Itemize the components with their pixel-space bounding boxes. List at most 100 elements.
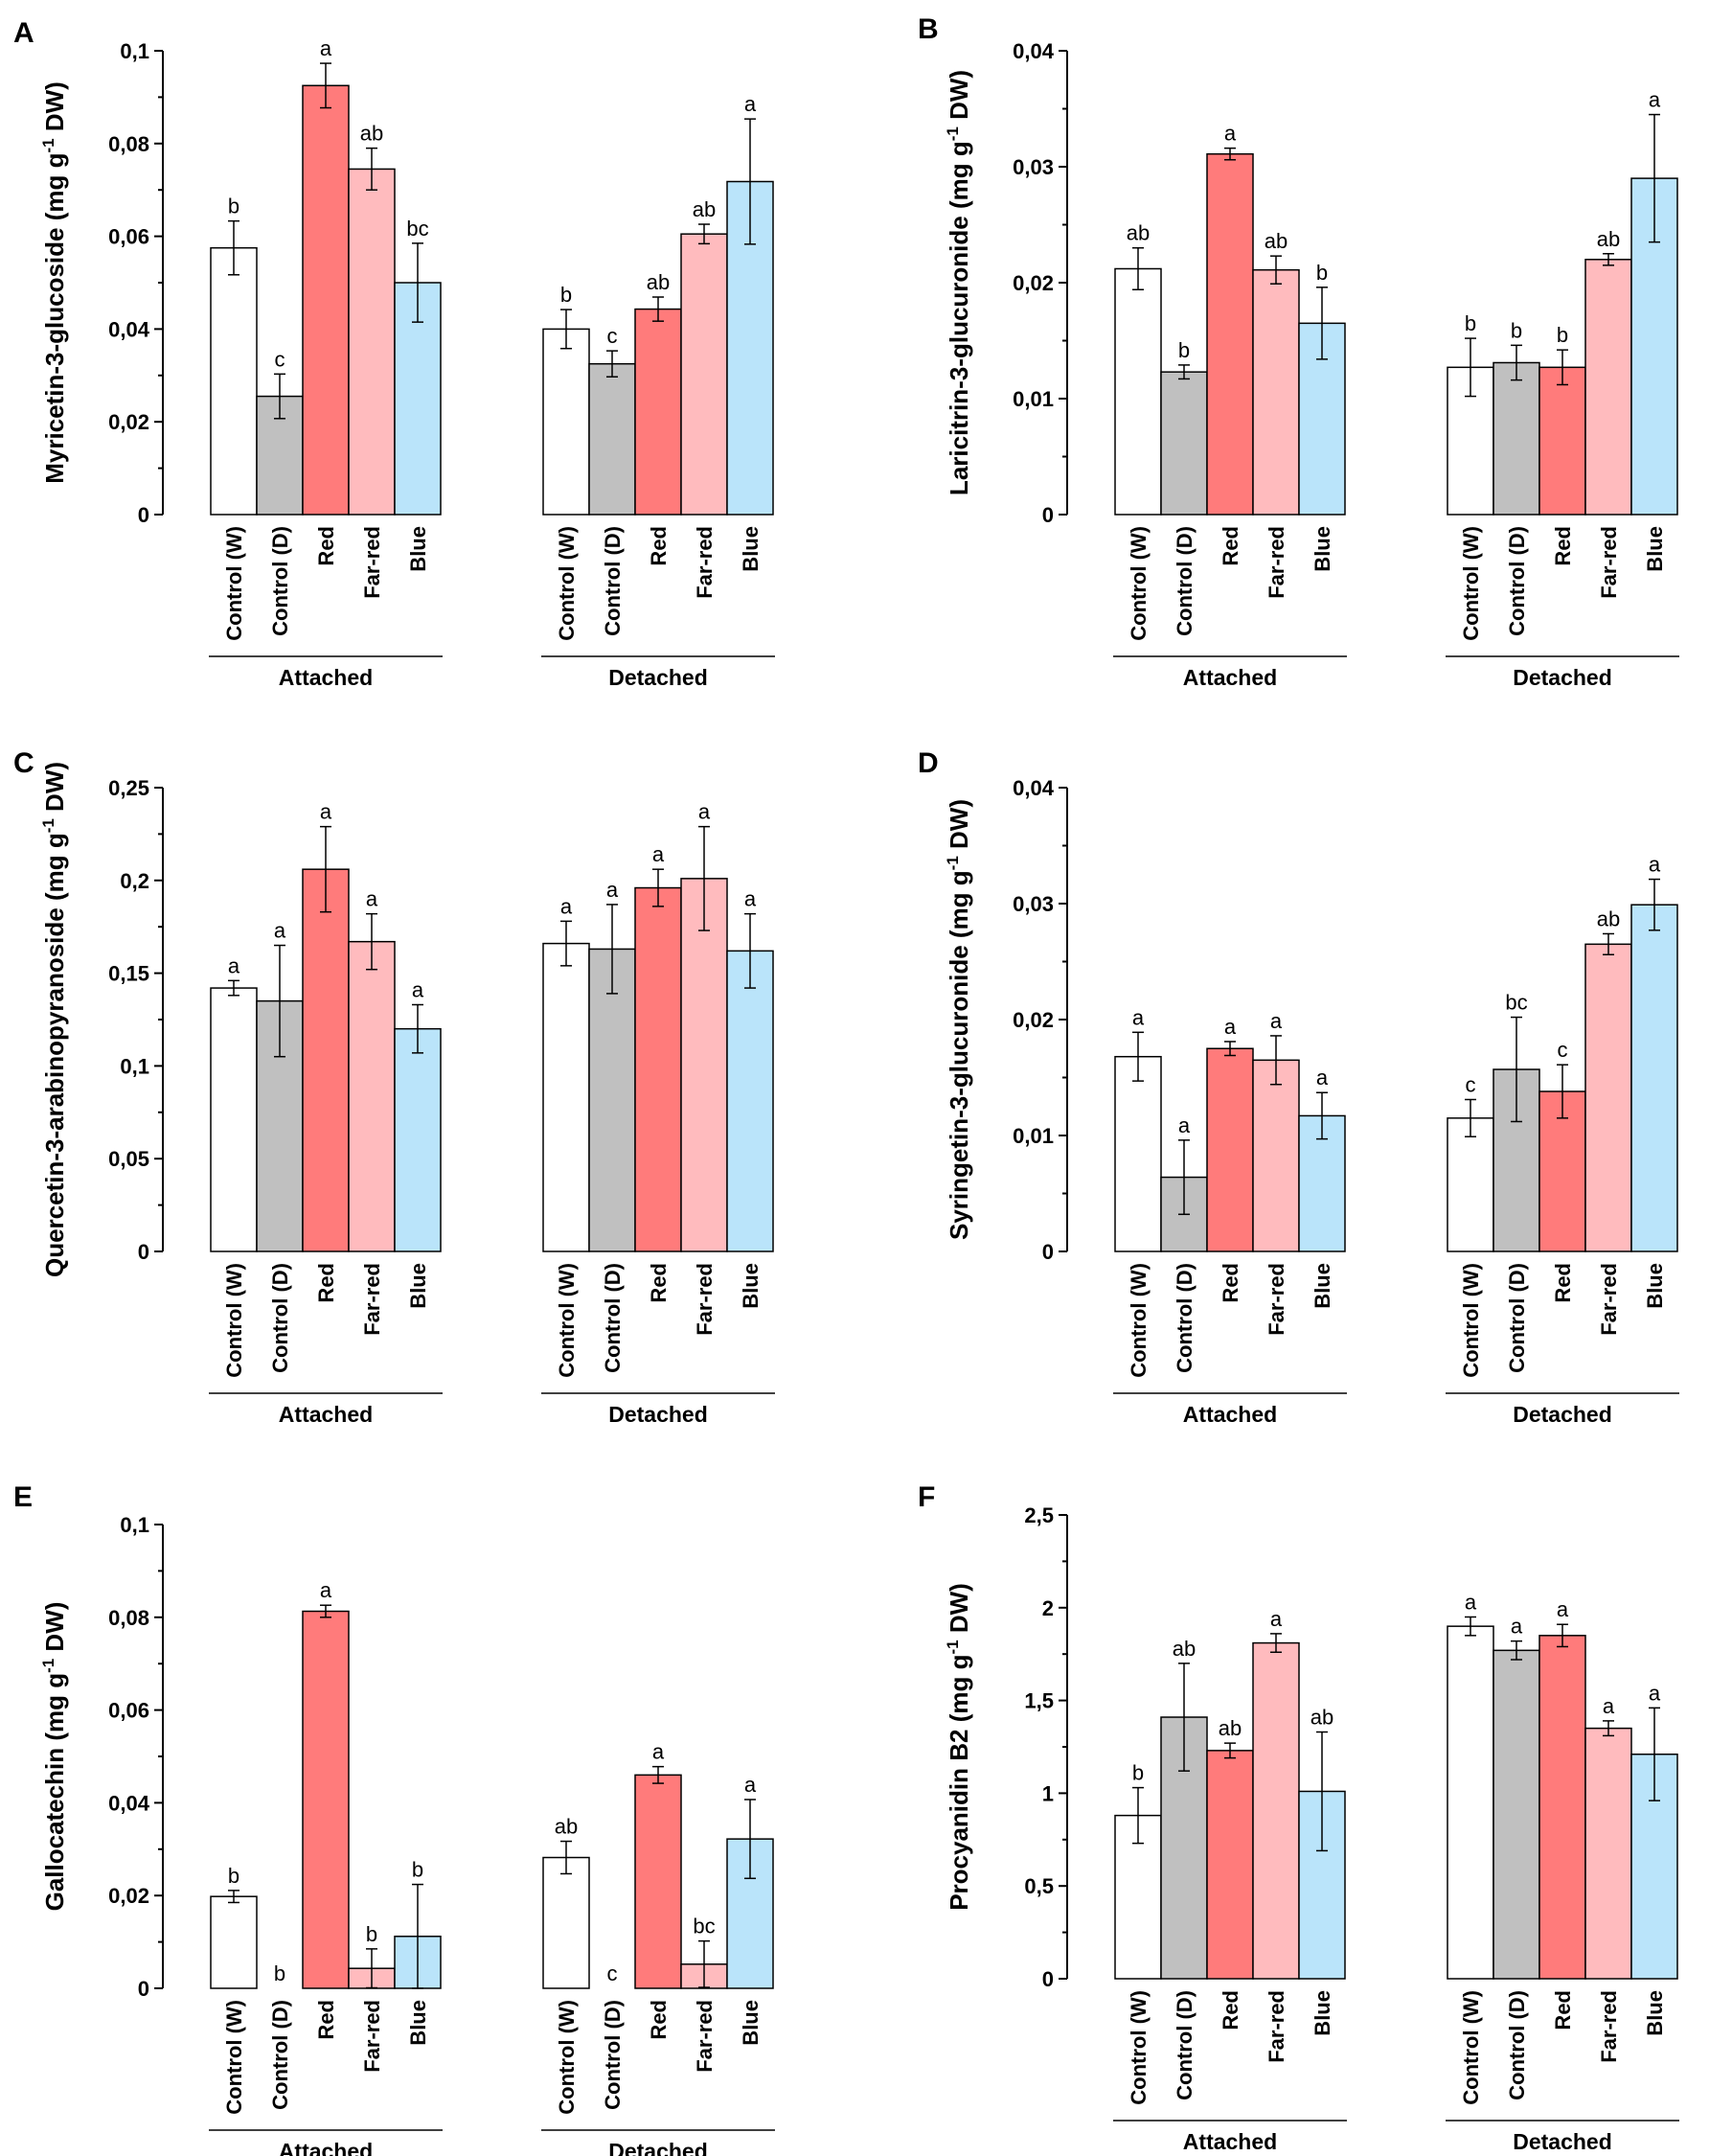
bar-detached-0: [542, 942, 590, 1252]
category-label: Blue: [406, 526, 430, 572]
significance-label: c: [1558, 1038, 1568, 1062]
significance-label: a: [1270, 1607, 1283, 1631]
y-tick-label: 0,06: [108, 225, 149, 249]
group-label-attached: Attached: [279, 1402, 373, 1427]
significance-label: b: [1465, 311, 1476, 335]
group-label-attached: Attached: [279, 665, 373, 690]
significance-label: a: [744, 92, 757, 116]
significance-label: ab: [1173, 1637, 1196, 1661]
panel-a: A 0 0,02 0,04 0,06 0,08 0,1 Myricetin-3-glucosi…: [13, 17, 775, 690]
significance-label: b: [274, 1961, 285, 1985]
bar-detached-2: [634, 886, 682, 1252]
bar-attached-2: [302, 868, 350, 1252]
category-label: Red: [314, 2000, 338, 2040]
category-label: Red: [1551, 1263, 1575, 1303]
y-tick-label: 0,1: [120, 39, 149, 63]
bar-attached-2: [1206, 1047, 1254, 1252]
bar-detached-4: [1630, 904, 1678, 1252]
significance-label: a: [1224, 122, 1237, 146]
bar-attached-2: [302, 84, 350, 516]
significance-label: a: [1649, 853, 1661, 877]
category-label: Far-red: [693, 526, 717, 599]
y-axis-label: Syringetin-3-glucuronide (mg g-1 DW): [944, 799, 973, 1240]
category-label: Red: [1551, 1990, 1575, 2030]
category-label: Control (D): [1505, 1263, 1529, 1373]
category-label: Far-red: [360, 2000, 384, 2073]
significance-label: ab: [555, 1815, 578, 1839]
significance-label: a: [274, 919, 286, 943]
category-label: Red: [314, 526, 338, 566]
category-label: Far-red: [1597, 1263, 1621, 1336]
significance-label: b: [412, 1858, 423, 1882]
category-label: Red: [647, 1263, 671, 1303]
category-label: Far-red: [693, 1263, 717, 1336]
category-label: Control (W): [555, 526, 579, 641]
bar-attached-0: [210, 1895, 258, 1989]
significance-label: a: [744, 1773, 757, 1797]
group-label-detached: Detached: [608, 2139, 708, 2156]
category-label: Control (W): [1459, 526, 1483, 641]
category-label: Far-red: [1265, 526, 1288, 599]
significance-label: b: [1316, 261, 1328, 285]
significance-label: bc: [693, 1915, 715, 1938]
panel-letter-b: B: [918, 13, 939, 45]
significance-label: a: [1603, 1694, 1615, 1718]
significance-label: a: [320, 800, 332, 824]
significance-label: ab: [1219, 1716, 1242, 1740]
bar-detached-1: [1493, 361, 1540, 516]
category-label: Control (W): [1127, 526, 1151, 641]
category-label: Control (D): [1173, 526, 1196, 636]
group-label-detached: Detached: [1513, 2129, 1612, 2154]
category-label: Far-red: [693, 2000, 717, 2073]
significance-label: b: [1132, 1761, 1144, 1785]
y-tick-label: 0: [1042, 1240, 1054, 1264]
bar-detached-2: [1538, 1635, 1586, 1980]
significance-label: a: [1178, 1113, 1191, 1137]
bar-detached-0: [1447, 1625, 1494, 1980]
y-tick-label: 0,1: [120, 1513, 149, 1537]
category-label: Control (D): [601, 526, 625, 636]
group-label-attached: Attached: [1183, 2129, 1277, 2154]
category-label: Blue: [1310, 526, 1334, 572]
significance-label: a: [1465, 1590, 1477, 1614]
significance-label: a: [606, 878, 619, 902]
significance-label: ab: [1597, 906, 1620, 930]
group-label-attached: Attached: [279, 2139, 373, 2156]
bar-attached-3: [348, 168, 396, 516]
y-tick-label: 0,1: [120, 1054, 149, 1078]
y-tick-label: 0,5: [1024, 1874, 1054, 1898]
bar-detached-1: [588, 362, 636, 516]
significance-label: a: [228, 953, 240, 977]
significance-label: ab: [1127, 221, 1150, 245]
significance-label: a: [320, 36, 332, 60]
panel-letter-a: A: [13, 17, 34, 49]
category-label: Blue: [1643, 1263, 1667, 1309]
bar-detached-3: [1584, 259, 1632, 516]
category-label: Blue: [739, 1263, 763, 1309]
bar-attached-3: [1252, 268, 1300, 516]
significance-label: a: [1224, 1015, 1237, 1039]
y-tick-label: 0,04: [108, 1791, 150, 1815]
y-tick-label: 0,03: [1013, 155, 1054, 179]
category-label: Far-red: [360, 526, 384, 599]
y-tick-label: 0,01: [1013, 387, 1054, 411]
y-tick-label: 0,04: [1013, 39, 1055, 63]
category-label: Control (D): [268, 1263, 292, 1373]
significance-label: bc: [1505, 991, 1527, 1015]
significance-label: ab: [1310, 1706, 1333, 1730]
y-tick-label: 0,03: [1013, 892, 1054, 916]
bar-attached-3: [1252, 1641, 1300, 1980]
significance-label: c: [607, 324, 618, 348]
bar-attached-3: [348, 940, 396, 1252]
panel-c: C 0 0,05 0,1 0,15 0,2 0,25 Quercetin-3-arabinop…: [13, 747, 775, 1427]
panel-b: B 0 0,01 0,02 0,03 0,04 Laricitrin-3-glucuroni…: [918, 13, 1679, 690]
y-tick-label: 0,2: [120, 869, 149, 893]
panel-letter-d: D: [918, 747, 939, 779]
significance-label: b: [560, 283, 572, 307]
bar-detached-3: [680, 233, 728, 516]
category-label: Control (D): [268, 526, 292, 636]
y-tick-label: 0: [138, 503, 149, 527]
bar-detached-1: [1493, 1649, 1540, 1980]
y-tick-label: 0,02: [108, 1884, 149, 1908]
